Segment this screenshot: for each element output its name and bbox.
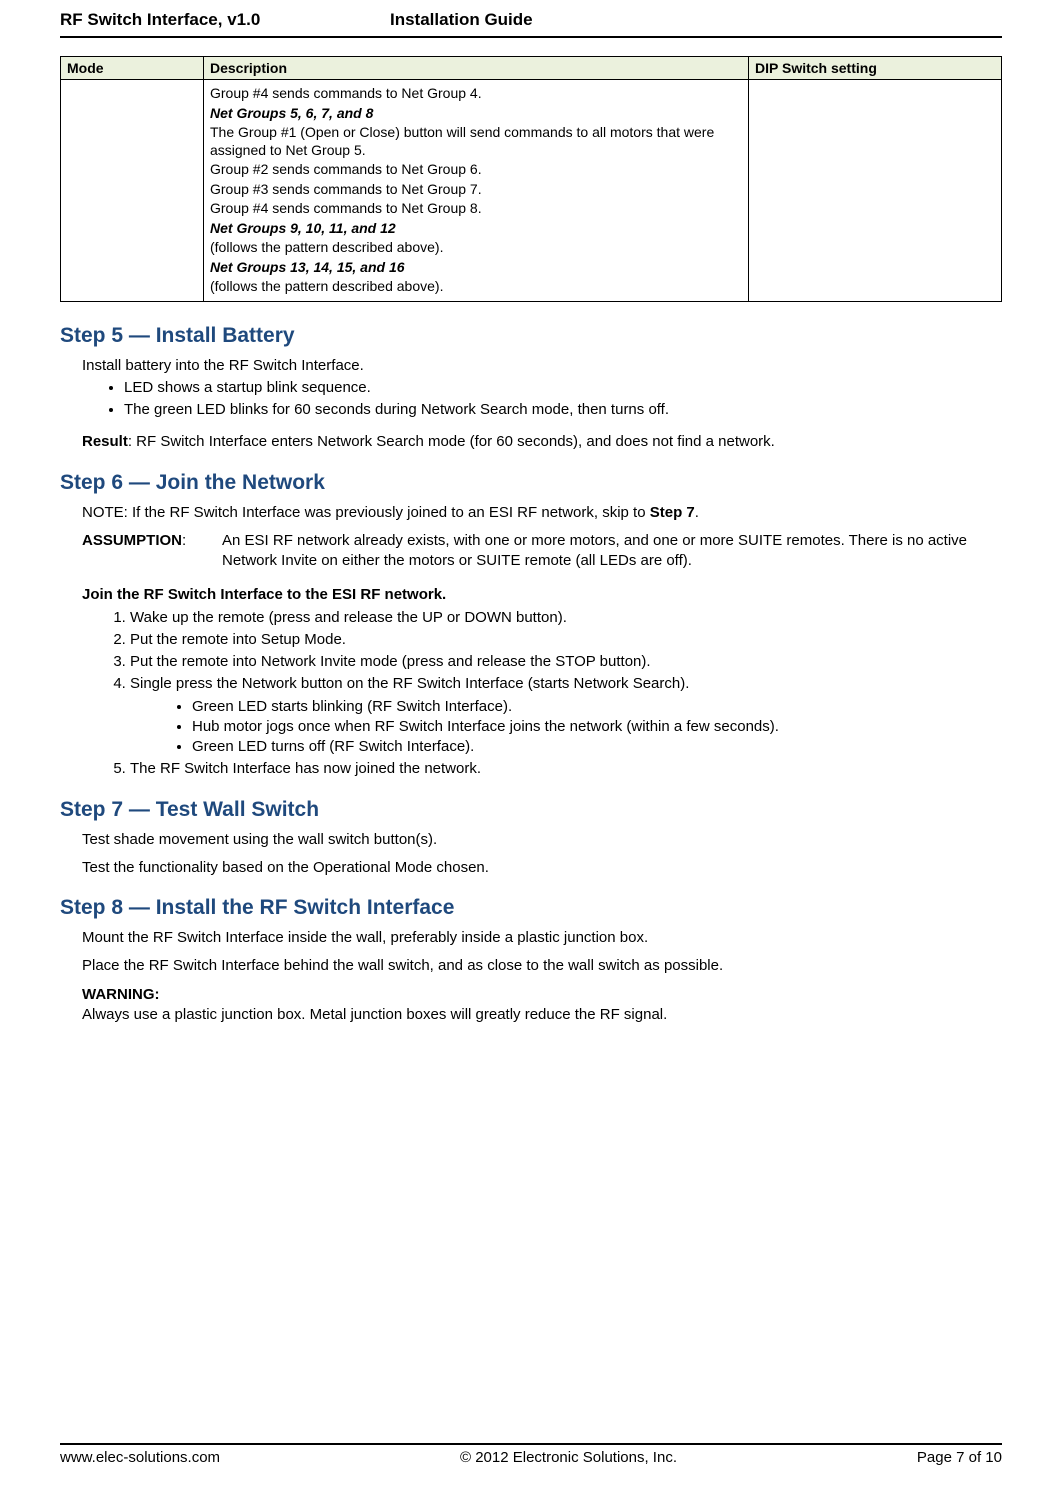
- step6-sublist: Green LED starts blinking (RF Switch Int…: [130, 697, 1002, 758]
- footer-url: www.elec-solutions.com: [60, 1449, 220, 1466]
- page-footer: www.elec-solutions.com © 2012 Electronic…: [60, 1443, 1002, 1466]
- th-dip: DIP Switch setting: [749, 57, 1002, 80]
- step5-heading: Step 5 — Install Battery: [60, 324, 1002, 348]
- step8-p2: Place the RF Switch Interface behind the…: [82, 956, 1002, 976]
- assumption-label: ASSUMPTION:: [82, 531, 222, 572]
- step6-list: Wake up the remote (press and release th…: [82, 608, 1002, 780]
- list-item: Put the remote into Setup Mode.: [130, 630, 1002, 650]
- list-item: Put the remote into Network Invite mode …: [130, 652, 1002, 672]
- footer-rule: [60, 1443, 1002, 1445]
- footer-page: Page 7 of 10: [917, 1449, 1002, 1466]
- header-guide: Installation Guide: [390, 10, 533, 30]
- note-text: NOTE: If the RF Switch Interface was pre…: [82, 504, 650, 521]
- note-step7: Step 7: [650, 504, 695, 521]
- list-item: The RF Switch Interface has now joined t…: [130, 759, 1002, 779]
- cell-dip: [749, 80, 1002, 302]
- header-title: RF Switch Interface, v1.0: [60, 10, 390, 30]
- header-rule: [60, 36, 1002, 38]
- mode-table: Mode Description DIP Switch setting Grou…: [60, 56, 1002, 302]
- page-header: RF Switch Interface, v1.0 Installation G…: [60, 10, 1002, 32]
- desc-line: Net Groups 5, 6, 7, and 8: [210, 105, 742, 123]
- desc-line: (follows the pattern described above).: [210, 278, 742, 296]
- list-item: The green LED blinks for 60 seconds duri…: [124, 400, 1002, 420]
- list-item: Single press the Network button on the R…: [130, 674, 1002, 757]
- th-description: Description: [204, 57, 749, 80]
- list-item: Green LED turns off (RF Switch Interface…: [192, 737, 1002, 757]
- desc-line: Group #3 sends commands to Net Group 7.: [210, 181, 742, 199]
- desc-line: (follows the pattern described above).: [210, 239, 742, 257]
- th-mode: Mode: [61, 57, 204, 80]
- list-item: Hub motor jogs once when RF Switch Inter…: [192, 717, 1002, 737]
- desc-line: Group #2 sends commands to Net Group 6.: [210, 161, 742, 179]
- assumption-text: An ESI RF network already exists, with o…: [222, 531, 1002, 572]
- step8-p1: Mount the RF Switch Interface inside the…: [82, 928, 1002, 948]
- step7-p2: Test the functionality based on the Oper…: [82, 858, 1002, 878]
- desc-line: Net Groups 13, 14, 15, and 16: [210, 259, 742, 277]
- footer-copyright: © 2012 Electronic Solutions, Inc.: [460, 1449, 677, 1466]
- step7-heading: Step 7 — Test Wall Switch: [60, 798, 1002, 822]
- desc-line: Group #4 sends commands to Net Group 8.: [210, 200, 742, 218]
- cell-mode: [61, 80, 204, 302]
- note-end: .: [695, 504, 699, 521]
- join-heading: Join the RF Switch Interface to the ESI …: [82, 585, 1002, 605]
- step5-intro: Install battery into the RF Switch Inter…: [82, 356, 1002, 376]
- result-text: : RF Switch Interface enters Network Sea…: [128, 433, 775, 450]
- step5-result: Result: RF Switch Interface enters Netwo…: [82, 432, 1002, 452]
- warning-text: Always use a plastic junction box. Metal…: [82, 1005, 1002, 1025]
- cell-description: Group #4 sends commands to Net Group 4. …: [204, 80, 749, 302]
- warning-label: WARNING:: [82, 985, 1002, 1005]
- list-item: LED shows a startup blink sequence.: [124, 378, 1002, 398]
- assumption-row: ASSUMPTION: An ESI RF network already ex…: [82, 531, 1002, 572]
- desc-line: The Group #1 (Open or Close) button will…: [210, 124, 742, 159]
- list-item-text: Single press the Network button on the R…: [130, 675, 689, 692]
- step8-heading: Step 8 — Install the RF Switch Interface: [60, 896, 1002, 920]
- step7-p1: Test shade movement using the wall switc…: [82, 830, 1002, 850]
- result-label: Result: [82, 433, 128, 450]
- desc-line: Group #4 sends commands to Net Group 4.: [210, 85, 742, 103]
- step5-list: LED shows a startup blink sequence. The …: [82, 378, 1002, 421]
- step6-heading: Step 6 — Join the Network: [60, 471, 1002, 495]
- desc-line: Net Groups 9, 10, 11, and 12: [210, 220, 742, 238]
- step6-note: NOTE: If the RF Switch Interface was pre…: [82, 503, 1002, 523]
- list-item: Wake up the remote (press and release th…: [130, 608, 1002, 628]
- table-row: Group #4 sends commands to Net Group 4. …: [61, 80, 1002, 302]
- list-item: Green LED starts blinking (RF Switch Int…: [192, 697, 1002, 717]
